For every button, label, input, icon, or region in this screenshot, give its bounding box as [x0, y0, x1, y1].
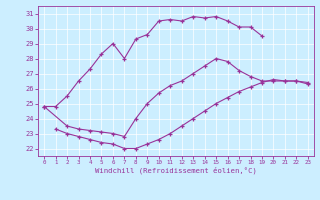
X-axis label: Windchill (Refroidissement éolien,°C): Windchill (Refroidissement éolien,°C): [95, 167, 257, 174]
